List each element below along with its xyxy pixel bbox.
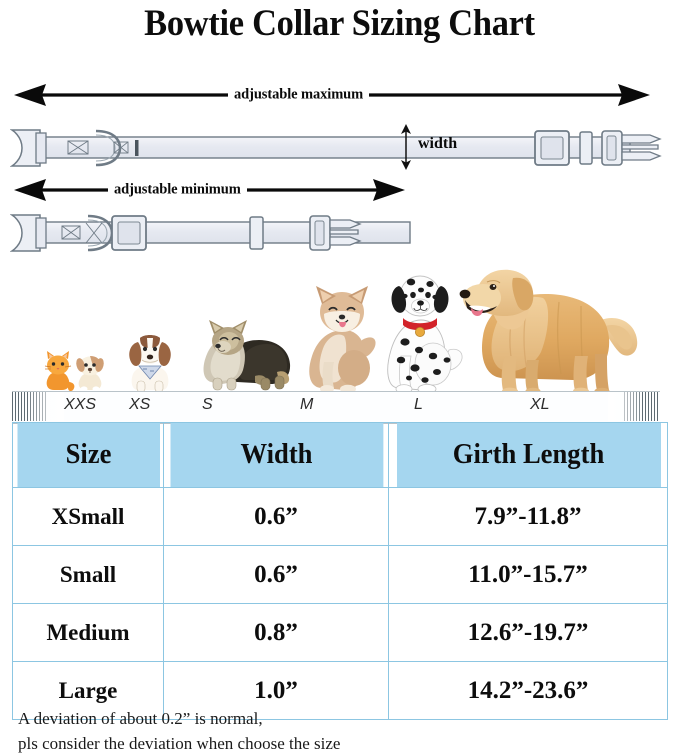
cell-width: 0.8” [163, 603, 389, 662]
width-arrow-icon [401, 124, 411, 170]
cell-width: 1.0” [163, 661, 389, 720]
table-row: Large 1.0” 14.2”-23.6” [12, 661, 668, 720]
table-row: Medium 0.8” 12.6”-19.7” [12, 603, 668, 662]
dog-illustration-m [296, 284, 382, 394]
table-row: XSmall 0.6” 7.9”-11.8” [12, 487, 668, 546]
deviation-note: A deviation of about 0.2” is normal, pls… [18, 706, 658, 756]
cell-size: Medium [12, 603, 164, 662]
cell-girth: 14.2”-23.6” [388, 661, 668, 720]
adjustable-maximum-label: adjustable maximum [228, 86, 370, 104]
cell-size: Small [12, 545, 164, 604]
adjustable-minimum-dimension: adjustable minimum [12, 177, 407, 203]
table-header-row: Size Width Girth Length [13, 422, 668, 488]
cell-width: 0.6” [163, 487, 389, 546]
ruler-fade-right [608, 392, 642, 421]
page-title: Bowtie Collar Sizing Chart [144, 3, 535, 44]
dog-illustration-s [195, 316, 297, 394]
width-dimension [397, 122, 415, 177]
ruler-tick-m: M [300, 396, 314, 413]
size-ruler: XXS XS S M L XL [12, 391, 660, 424]
ruler-tick-s: S [202, 396, 213, 413]
ruler-tick-xl: XL [530, 396, 550, 413]
cell-girth: 7.9”-11.8” [388, 487, 668, 546]
cell-width: 0.6” [163, 545, 389, 604]
ruler-fade-left [30, 392, 64, 421]
column-header-size: Size [15, 422, 161, 488]
ruler-tick-xxs: XXS [64, 396, 97, 413]
adjustable-minimum-label: adjustable minimum [108, 181, 247, 199]
deviation-note-line1: A deviation of about 0.2” is normal, [18, 709, 263, 728]
cell-size: XSmall [12, 487, 164, 546]
collar-diagram-minimum [9, 205, 450, 259]
column-header-girth: Girth Length [395, 422, 662, 488]
adjustable-maximum-dimension: adjustable maximum [12, 82, 652, 108]
size-table: Size Width Girth Length XSmall 0.6” 7.9”… [12, 422, 668, 720]
dog-illustration-l [375, 264, 471, 395]
deviation-note-line2: pls consider the deviation when choose t… [18, 734, 341, 753]
dog-illustration-xxs [42, 342, 112, 394]
table-row: Small 0.6” 11.0”-15.7” [12, 545, 668, 604]
cell-girth: 11.0”-15.7” [388, 545, 668, 604]
width-label: width [418, 135, 458, 152]
collar-diagram-maximum: width [9, 118, 670, 177]
cell-girth: 12.6”-19.7” [388, 603, 668, 662]
dog-illustration-xl [455, 256, 641, 395]
cell-size: Large [12, 661, 164, 720]
column-header-width: Width [168, 422, 384, 488]
ruler-tick-xs: XS [129, 396, 151, 413]
ruler-tick-l: L [414, 396, 423, 413]
dog-illustration-xs [114, 324, 186, 394]
dog-size-illustrations [0, 252, 679, 395]
